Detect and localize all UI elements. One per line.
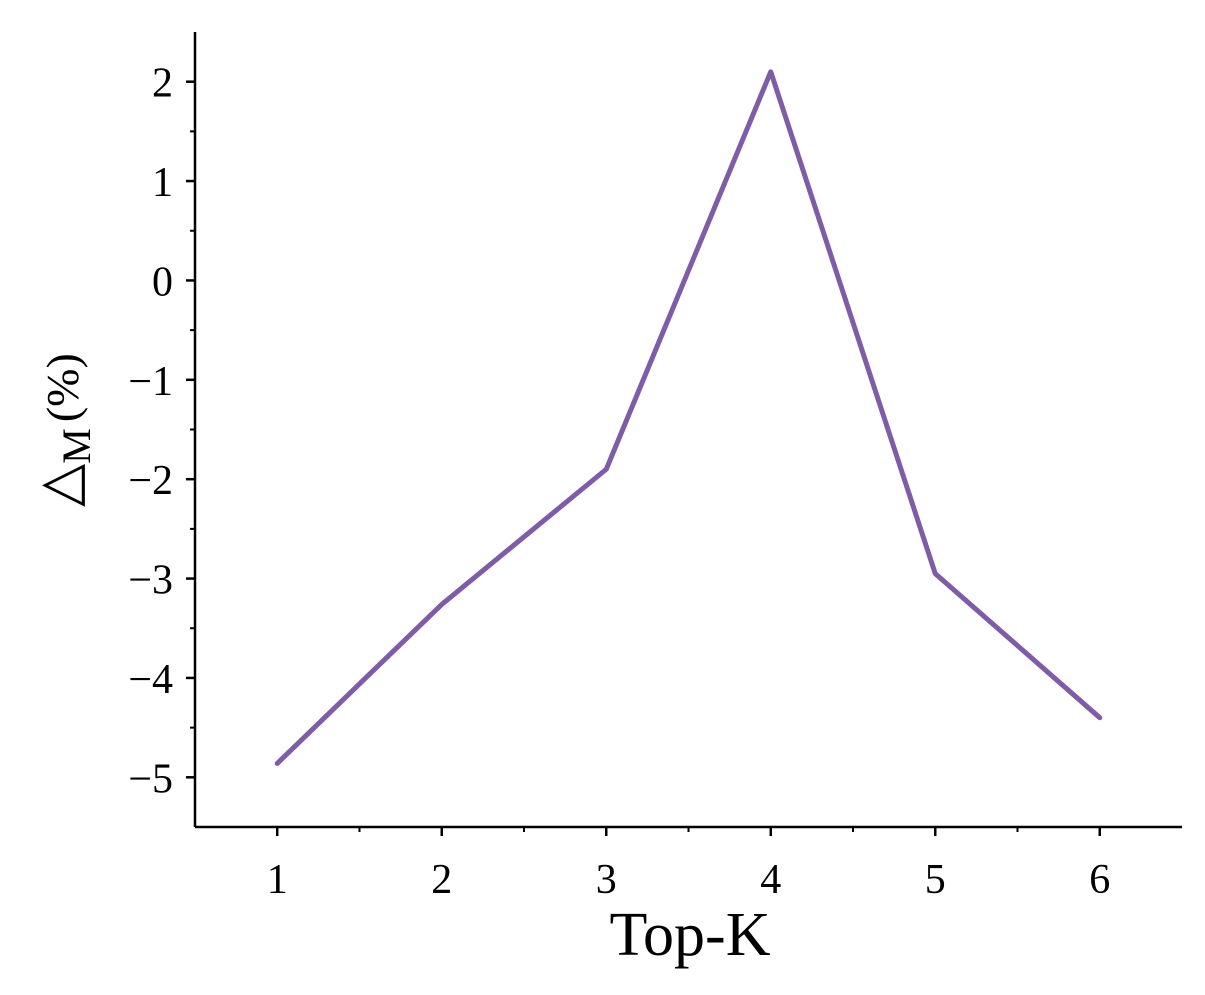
y-tick-label: −3 [128,558,173,604]
y-tick-label: −2 [128,458,173,504]
y-label-subscript: M [54,428,99,464]
y-label-unit: (%) [37,353,88,422]
y-axis-label: △M (%) [29,353,99,507]
x-tick-label: 5 [925,857,946,903]
x-tick-label: 2 [431,857,452,903]
y-tick-label: −5 [128,756,173,802]
x-tick-label: 6 [1089,857,1110,903]
y-tick-label: 0 [152,259,173,305]
y-tick-label: −4 [128,657,173,703]
x-tick-label: 3 [596,857,617,903]
x-tick-label: 1 [267,857,288,903]
x-axis-label: Top-K [610,901,771,969]
line [274,69,1103,766]
y-tick-label: 1 [152,160,173,206]
y-tick-label: 2 [152,61,173,107]
y-tick-label: −1 [128,359,173,405]
x-tick-label: 4 [760,857,781,903]
y-label-symbol: △ [29,464,91,507]
